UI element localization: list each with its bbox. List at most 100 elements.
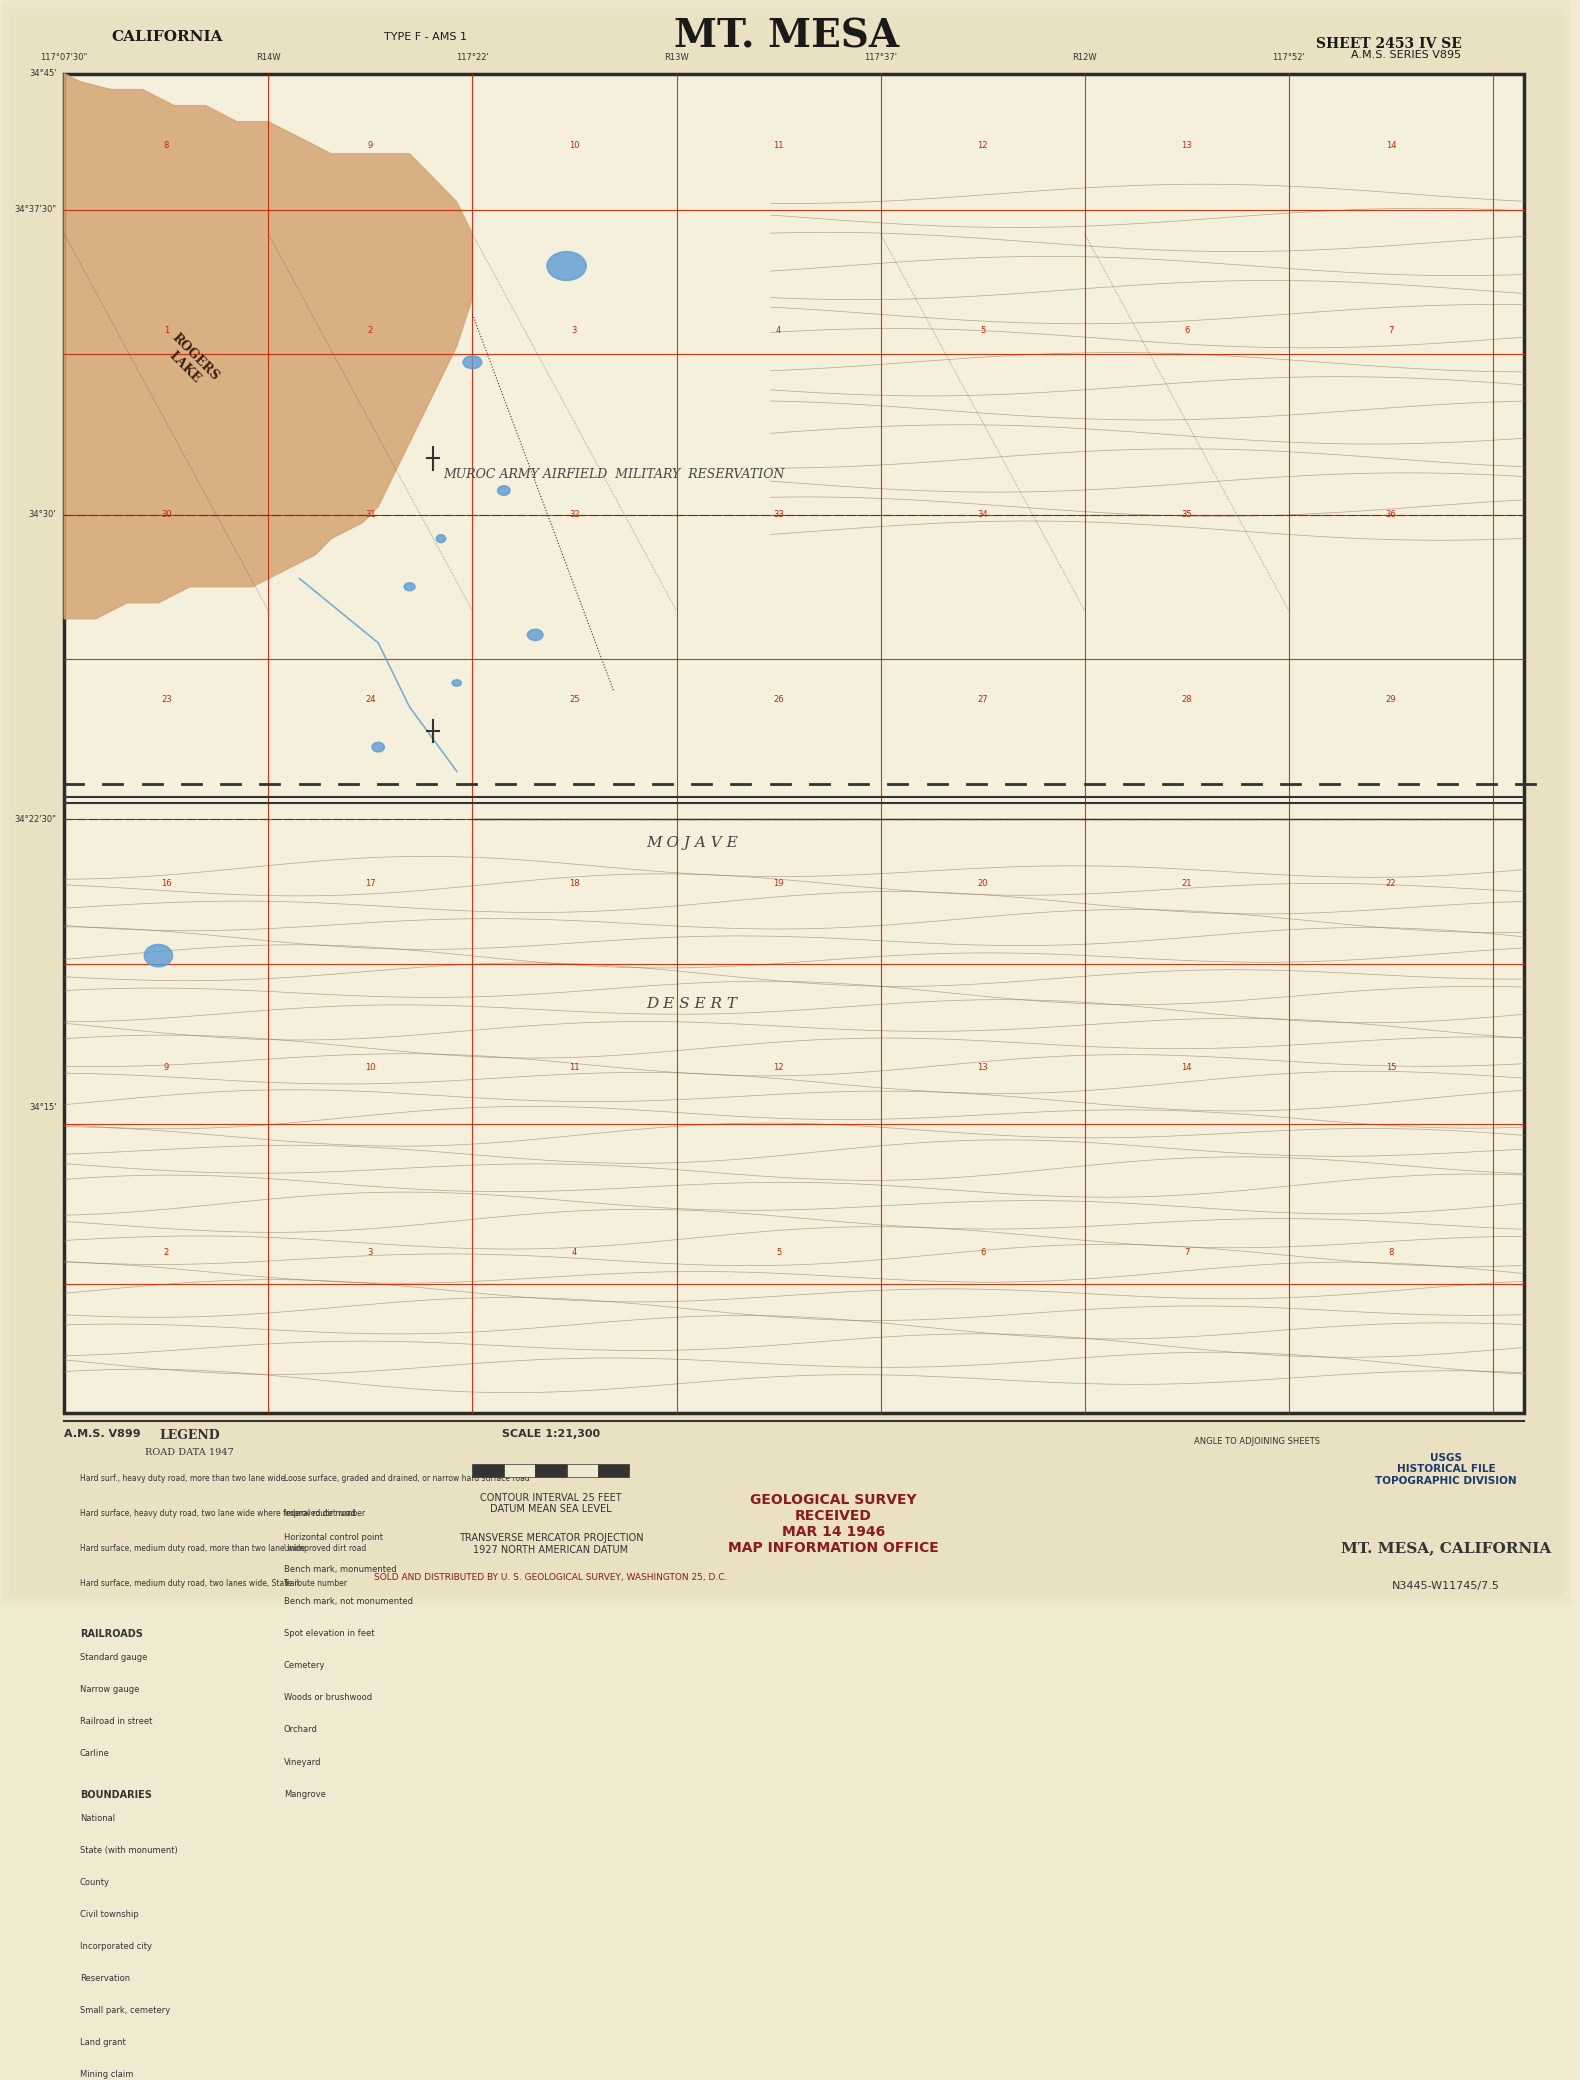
Text: 24: 24 xyxy=(365,695,376,703)
Text: 34°15': 34°15' xyxy=(28,1104,57,1113)
Text: 6: 6 xyxy=(980,1248,986,1256)
Bar xyxy=(472,1464,504,1477)
Ellipse shape xyxy=(452,680,461,686)
Text: 34°45': 34°45' xyxy=(28,69,57,79)
Text: M O J A V E: M O J A V E xyxy=(646,836,738,851)
Text: SHEET 2453 IV SE: SHEET 2453 IV SE xyxy=(1316,37,1462,50)
Ellipse shape xyxy=(463,356,482,368)
Text: CALIFORNIA: CALIFORNIA xyxy=(111,29,223,44)
Text: 30: 30 xyxy=(161,510,172,520)
Text: TRANSVERSE MERCATOR PROJECTION
1927 NORTH AMERICAN DATUM: TRANSVERSE MERCATOR PROJECTION 1927 NORT… xyxy=(458,1533,643,1554)
Text: Horizontal control point: Horizontal control point xyxy=(284,1533,382,1541)
Ellipse shape xyxy=(404,582,416,591)
Text: 11: 11 xyxy=(773,141,784,150)
Text: Cemetery: Cemetery xyxy=(284,1662,325,1670)
Text: ROGERS
LAKE: ROGERS LAKE xyxy=(158,331,221,393)
Text: 16: 16 xyxy=(161,880,172,888)
Text: Small park, cemetery: Small park, cemetery xyxy=(81,2005,171,2016)
Text: A.M.S. SERIES V895: A.M.S. SERIES V895 xyxy=(1351,50,1462,60)
Text: 3: 3 xyxy=(368,1248,373,1256)
Text: Woods or brushwood: Woods or brushwood xyxy=(284,1693,373,1701)
Text: Loose surface, graded and drained, or narrow hard surface road: Loose surface, graded and drained, or na… xyxy=(284,1473,529,1483)
Text: Mining claim: Mining claim xyxy=(81,2070,133,2080)
Text: USGS
HISTORICAL FILE
TOPOGRAPHIC DIVISION: USGS HISTORICAL FILE TOPOGRAPHIC DIVISIO… xyxy=(1375,1452,1517,1485)
Text: ANGLE TO ADJOINING SHEETS: ANGLE TO ADJOINING SHEETS xyxy=(1194,1437,1321,1446)
Text: State (with monument): State (with monument) xyxy=(81,1845,177,1855)
Text: 7: 7 xyxy=(1183,1248,1190,1256)
Text: 13: 13 xyxy=(1182,141,1191,150)
Text: RAILROADS: RAILROADS xyxy=(81,1629,142,1639)
Text: 32: 32 xyxy=(569,510,580,520)
Text: Hard surf., heavy duty road, more than two lane wide: Hard surf., heavy duty road, more than t… xyxy=(81,1473,284,1483)
Text: 8: 8 xyxy=(1389,1248,1394,1256)
Text: 14: 14 xyxy=(1182,1063,1191,1073)
Text: D E S E R T: D E S E R T xyxy=(646,996,738,1011)
Ellipse shape xyxy=(371,743,384,753)
Text: A.M.S. V899: A.M.S. V899 xyxy=(65,1429,141,1439)
Text: GEOLOGICAL SURVEY
RECEIVED
MAR 14 1946
MAP INFORMATION OFFICE: GEOLOGICAL SURVEY RECEIVED MAR 14 1946 M… xyxy=(728,1493,939,1556)
Text: Vineyard: Vineyard xyxy=(284,1758,321,1766)
Text: Improved dirt road: Improved dirt road xyxy=(284,1508,356,1518)
Text: R12W: R12W xyxy=(1073,54,1097,62)
Text: Railroad in street: Railroad in street xyxy=(81,1718,152,1726)
Text: 12: 12 xyxy=(978,141,988,150)
Text: Narrow gauge: Narrow gauge xyxy=(81,1685,139,1695)
Text: R13W: R13W xyxy=(664,54,689,62)
Text: 2: 2 xyxy=(164,1248,169,1256)
Text: 21: 21 xyxy=(1182,880,1191,888)
Text: 13: 13 xyxy=(978,1063,988,1073)
Text: BOUNDARIES: BOUNDARIES xyxy=(81,1789,152,1799)
Text: 117°22': 117°22' xyxy=(457,54,488,62)
Text: 1: 1 xyxy=(164,327,169,335)
Text: 36: 36 xyxy=(1386,510,1397,520)
Text: Hard surface, medium duty road, more than two lane wide: Hard surface, medium duty road, more tha… xyxy=(81,1543,305,1554)
Text: 31: 31 xyxy=(365,510,376,520)
Text: 28: 28 xyxy=(1182,695,1191,703)
Text: 14: 14 xyxy=(1386,141,1397,150)
Text: 7: 7 xyxy=(1389,327,1394,335)
Text: 8: 8 xyxy=(164,141,169,150)
Text: 4: 4 xyxy=(776,327,781,335)
Text: 117°52': 117°52' xyxy=(1272,54,1305,62)
Text: Incorporated city: Incorporated city xyxy=(81,1943,152,1951)
Text: Standard gauge: Standard gauge xyxy=(81,1654,147,1662)
Text: Orchard: Orchard xyxy=(284,1726,318,1735)
Text: 27: 27 xyxy=(978,695,988,703)
Text: 23: 23 xyxy=(161,695,172,703)
Text: 34°30': 34°30' xyxy=(28,510,57,520)
Text: MT. MESA: MT. MESA xyxy=(673,17,899,56)
Text: 2: 2 xyxy=(368,327,373,335)
Text: Trail: Trail xyxy=(284,1579,300,1589)
Text: Carline: Carline xyxy=(81,1749,109,1758)
Text: CONTOUR INTERVAL 25 FEET
DATUM MEAN SEA LEVEL: CONTOUR INTERVAL 25 FEET DATUM MEAN SEA … xyxy=(480,1493,621,1514)
Bar xyxy=(504,1464,536,1477)
Text: SOLD AND DISTRIBUTED BY U. S. GEOLOGICAL SURVEY, WASHINGTON 25, D.C.: SOLD AND DISTRIBUTED BY U. S. GEOLOGICAL… xyxy=(374,1572,728,1583)
Text: Unimproved dirt road: Unimproved dirt road xyxy=(284,1543,367,1554)
Text: 6: 6 xyxy=(1183,327,1190,335)
Text: Hard surface, medium duty road, two lanes wide, State route number: Hard surface, medium duty road, two lane… xyxy=(81,1579,348,1589)
Text: Land grant: Land grant xyxy=(81,2038,126,2047)
Text: 20: 20 xyxy=(978,880,988,888)
Bar xyxy=(65,73,1525,1412)
Ellipse shape xyxy=(498,487,510,495)
Text: 26: 26 xyxy=(773,695,784,703)
Text: R14W: R14W xyxy=(256,54,281,62)
Text: 4: 4 xyxy=(572,1248,577,1256)
Polygon shape xyxy=(65,73,472,620)
Text: Reservation: Reservation xyxy=(81,1974,130,1982)
Ellipse shape xyxy=(547,252,586,281)
Text: Mangrove: Mangrove xyxy=(284,1789,325,1799)
Text: TYPE F - AMS 1: TYPE F - AMS 1 xyxy=(384,31,466,42)
Text: Civil township: Civil township xyxy=(81,1909,139,1920)
Text: 117°37': 117°37' xyxy=(864,54,897,62)
Text: 12: 12 xyxy=(773,1063,784,1073)
Text: 9: 9 xyxy=(164,1063,169,1073)
Text: National: National xyxy=(81,1814,115,1822)
Text: 117°07'30": 117°07'30" xyxy=(41,54,88,62)
Text: ROAD DATA 1947: ROAD DATA 1947 xyxy=(145,1448,234,1456)
Text: 3: 3 xyxy=(572,327,577,335)
Text: 29: 29 xyxy=(1386,695,1397,703)
Ellipse shape xyxy=(436,535,446,543)
Text: Bench mark, monumented: Bench mark, monumented xyxy=(284,1564,397,1575)
Text: 35: 35 xyxy=(1182,510,1191,520)
